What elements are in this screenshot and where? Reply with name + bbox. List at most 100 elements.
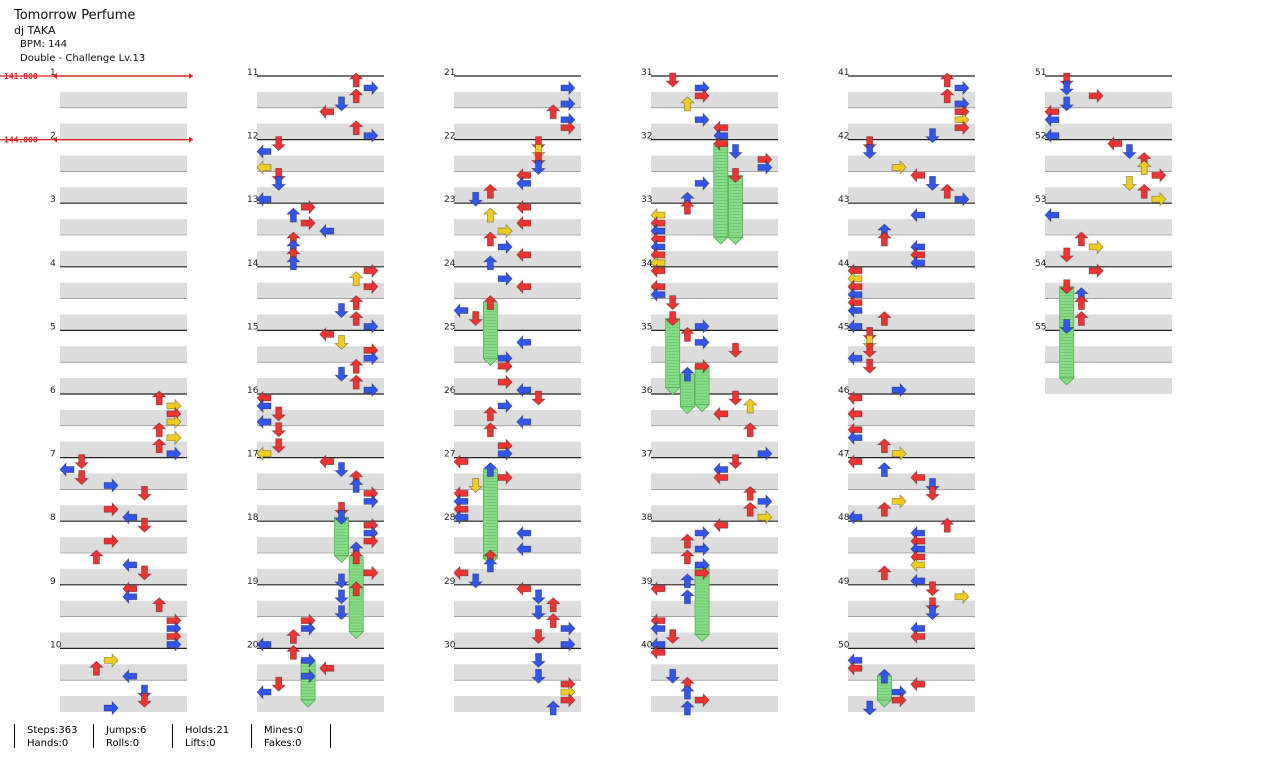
beat-band — [454, 441, 581, 458]
measure-number: 35 — [641, 322, 652, 332]
bpm-change-marker: 144.000 — [0, 136, 193, 145]
arrow-right-icon — [1088, 263, 1104, 279]
beat-band — [454, 187, 581, 204]
beat-band — [1045, 219, 1172, 235]
measure-number: 51 — [1035, 68, 1046, 78]
arrow-left-icon — [319, 104, 335, 120]
arrow-up-icon — [679, 549, 695, 565]
measure-number: 39 — [641, 577, 653, 587]
arrow-down-icon — [924, 605, 941, 621]
beat-band — [257, 600, 384, 617]
arrow-right-icon — [1088, 88, 1104, 104]
bpm-change-marker: 141.800 — [0, 72, 193, 81]
arrow-right-icon — [954, 191, 970, 207]
arrow-down-icon — [862, 326, 878, 342]
arrow-up-icon — [876, 565, 892, 581]
arrow-right-icon — [891, 692, 907, 708]
arrow-left-icon — [910, 628, 926, 645]
arrow-down-icon — [333, 334, 350, 350]
arrow-right-icon — [560, 692, 576, 708]
arrow-right-icon — [300, 668, 316, 684]
arrow-right-icon — [954, 120, 970, 136]
hold-body-icon — [694, 564, 711, 642]
arrow-left-icon — [847, 390, 863, 406]
arrow-left-icon — [453, 565, 469, 581]
beat-band — [60, 250, 187, 267]
arrow-left-icon — [910, 573, 926, 589]
arrow-up-icon — [939, 183, 955, 199]
beat-band — [848, 568, 975, 585]
beat-band — [454, 409, 581, 426]
measure-number: 14 — [247, 259, 259, 269]
arrow-left-icon — [59, 462, 75, 478]
beat-band — [651, 600, 778, 617]
arrow-up-icon — [876, 438, 892, 454]
arrow-up-icon — [151, 390, 167, 406]
measure-10: 10 — [50, 640, 187, 712]
arrow-left-icon — [453, 303, 469, 319]
beat-band — [60, 600, 187, 617]
arrow-up-icon — [939, 88, 955, 104]
beat-band — [454, 91, 581, 108]
beat-band — [848, 91, 975, 108]
arrow-right-icon — [497, 271, 513, 287]
beat-band — [651, 664, 778, 681]
arrow-left-icon — [319, 660, 335, 676]
measure-number: 43 — [838, 195, 849, 205]
arrow-left-icon — [122, 557, 138, 573]
beat-band — [1045, 314, 1172, 331]
arrow-down-icon — [333, 366, 350, 382]
beat-band — [454, 219, 581, 235]
beat-band — [651, 568, 778, 585]
beat-band — [651, 632, 778, 649]
beat-band — [651, 505, 778, 522]
measure-number: 21 — [444, 68, 455, 78]
beat-band — [257, 664, 384, 681]
arrow-up-icon — [482, 183, 498, 199]
measure-1: 1 — [50, 68, 187, 140]
stat-jumps: Jumps:6 — [106, 725, 147, 736]
arrow-right-icon — [363, 533, 379, 549]
measure-number: 18 — [247, 513, 259, 523]
arrow-right-icon — [891, 159, 907, 175]
arrow-down-icon — [727, 454, 744, 470]
arrow-right-icon — [363, 263, 379, 279]
arrow-up-icon — [679, 589, 695, 605]
measure-number: 10 — [50, 640, 62, 650]
arrow-down-icon — [468, 311, 484, 327]
arrow-down-icon — [271, 422, 287, 438]
arrow-right-icon — [103, 501, 119, 517]
arrow-left-icon — [256, 684, 272, 700]
measure-5: 5 — [50, 322, 187, 394]
arrow-down-icon — [665, 668, 681, 684]
arrow-up-icon — [285, 255, 301, 271]
measure-number: 13 — [247, 195, 258, 205]
measure-number: 25 — [444, 322, 455, 332]
measure-number: 16 — [247, 386, 259, 396]
arrow-up-icon — [679, 533, 695, 549]
arrow-left-icon — [256, 414, 272, 430]
arrow-left-icon — [453, 454, 469, 470]
arrow-up-icon — [545, 104, 561, 120]
arrow-left-icon — [256, 159, 272, 175]
arrow-right-icon — [694, 112, 710, 128]
beat-band — [257, 123, 384, 140]
measure-20: 20 — [247, 640, 384, 712]
beat-band — [257, 378, 384, 394]
beat-band — [454, 250, 581, 267]
arrow-down-icon — [333, 96, 350, 112]
arrow-left-icon — [1044, 128, 1060, 144]
arrow-left-icon — [910, 557, 926, 573]
beat-band — [848, 632, 975, 649]
measure-number: 29 — [444, 577, 456, 587]
measure-number: 23 — [444, 195, 455, 205]
arrow-up-icon — [742, 485, 758, 501]
arrow-down-icon — [530, 152, 547, 168]
beat-band — [651, 282, 778, 299]
stat-hands: Hands:0 — [27, 738, 69, 749]
arrow-right-icon — [363, 382, 379, 398]
arrow-left-icon — [516, 199, 532, 215]
arrow-up-icon — [679, 700, 695, 716]
arrow-up-icon — [679, 199, 695, 215]
beat-band — [651, 250, 778, 267]
